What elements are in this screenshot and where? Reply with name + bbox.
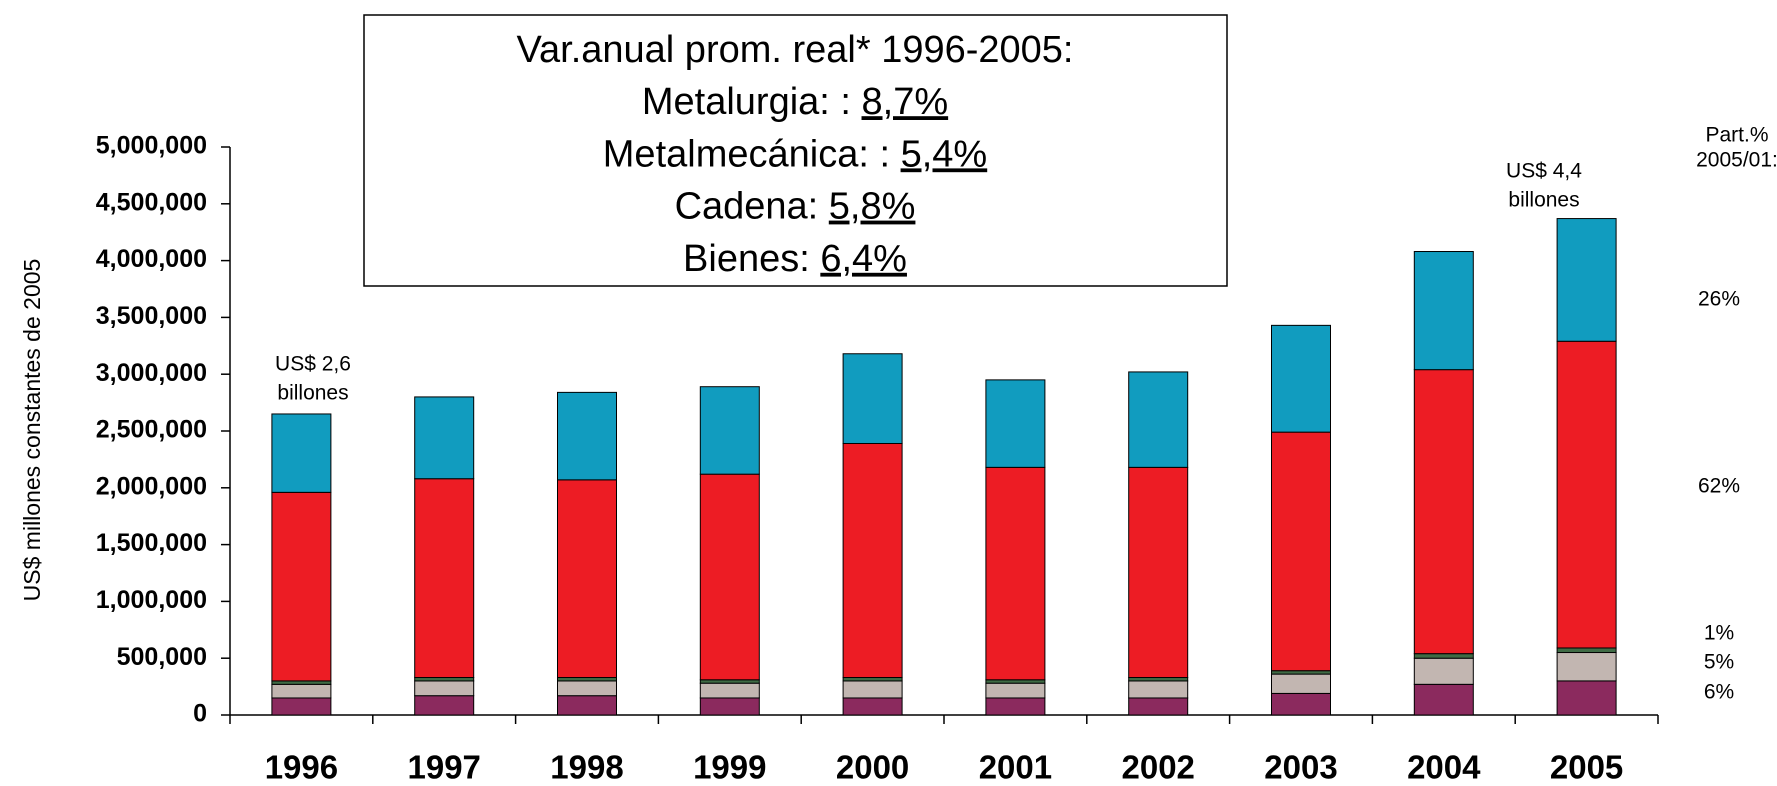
bar-segment [271, 683, 332, 699]
bar-segment [699, 473, 760, 681]
bar-segment [985, 466, 1046, 681]
y-tick-label: 2,500,000 [96, 416, 207, 444]
share-label: 62% [1698, 475, 1740, 498]
bar-segment [1128, 680, 1189, 699]
box-line: Cadena: 5,8% [675, 186, 916, 228]
bar-segment [271, 697, 332, 716]
x-tick-label: 1996 [265, 749, 338, 786]
share-label: 26% [1698, 288, 1740, 311]
bar-segment [557, 391, 617, 481]
bar-segment [1413, 657, 1474, 685]
box-line: Metalurgia: : 8,7% [642, 81, 948, 123]
bar-segment [414, 680, 475, 697]
bar-segment [842, 353, 903, 444]
y-tick-label: 3,000,000 [96, 359, 207, 387]
y-tick-label: 3,500,000 [96, 302, 207, 330]
share-label: 1% [1704, 622, 1734, 645]
bar-annotation: billones [1508, 189, 1579, 212]
bar-segment [1556, 680, 1617, 716]
bar-segment [985, 682, 1046, 699]
bar-segment [842, 442, 903, 679]
bar-annotation: US$ 2,6 [275, 353, 351, 376]
x-tick-label: 1998 [550, 749, 623, 786]
y-tick-label: 5,000,000 [96, 132, 207, 160]
bar-segment [1128, 697, 1189, 716]
box-value: 6,4% [820, 238, 907, 280]
share-label: 5% [1704, 651, 1734, 674]
bar-segment [1128, 677, 1189, 682]
bar-segment [985, 697, 1046, 716]
bar-segment [1128, 371, 1189, 468]
box-text: Var.anual prom. real* 1996-2005: [517, 29, 1074, 71]
bar-segment [1413, 683, 1474, 716]
box-text: Metalurgia: : [642, 81, 862, 123]
bar-segment [1413, 251, 1474, 371]
y-tick-label: 4,000,000 [96, 245, 207, 273]
box-line: Metalmecánica: : 5,4% [603, 133, 987, 175]
box-text: Cadena: [675, 186, 829, 228]
share-label: 6% [1704, 681, 1734, 704]
bar-annotation: US$ 4,4 [1506, 160, 1582, 183]
x-tick-label: 2003 [1264, 749, 1337, 786]
bar-segment [1271, 431, 1331, 672]
bar-segment [985, 679, 1046, 684]
bar-segment [1413, 653, 1474, 659]
bar-segment [842, 680, 903, 699]
y-tick-label: 2,000,000 [96, 472, 207, 500]
y-tick-label: 0 [193, 700, 207, 728]
box-line: Bienes: 6,4% [683, 238, 907, 280]
x-tick-label: 2004 [1407, 749, 1481, 786]
bar-segment [699, 386, 760, 475]
share-header: 2005/01: [1696, 149, 1777, 172]
bar-segment [1556, 647, 1617, 654]
x-tick-label: 2005 [1550, 749, 1623, 786]
box-value: 5,4% [901, 133, 988, 175]
bar-segment [1271, 324, 1331, 433]
bar-segment [557, 479, 617, 679]
bar-segment [1271, 670, 1331, 675]
bar-segment [1556, 218, 1617, 342]
bar-segment [1271, 692, 1331, 716]
bar-segment [985, 379, 1046, 468]
bar-segment [1556, 652, 1617, 682]
share-header: Part.% [1705, 124, 1768, 147]
bar-annotation: billones [277, 382, 348, 405]
bar-segment [414, 396, 475, 480]
bar-segment [557, 680, 617, 697]
box-text: Bienes: [683, 238, 820, 280]
box-value: 8,7% [862, 81, 949, 123]
box-line: Var.anual prom. real* 1996-2005: [517, 29, 1074, 71]
y-tick-label: 1,500,000 [96, 529, 207, 557]
bar-segment [842, 697, 903, 716]
x-tick-label: 1999 [693, 749, 766, 786]
bar-segment [1556, 340, 1617, 649]
bar-segment [414, 677, 475, 682]
info-box [363, 14, 1228, 287]
bar-segment [699, 697, 760, 716]
bar-segment [557, 677, 617, 682]
y-tick-label: 500,000 [117, 643, 207, 671]
bar-segment [414, 478, 475, 679]
y-tick-label: 1,000,000 [96, 586, 207, 614]
bar-segment [271, 413, 332, 493]
bar-segment [699, 679, 760, 684]
bar-segment [1413, 369, 1474, 655]
bar-segment [271, 491, 332, 682]
box-value: 5,8% [829, 186, 916, 228]
x-tick-label: 2000 [836, 749, 909, 786]
bar-segment [414, 695, 475, 716]
bar-segment [842, 677, 903, 682]
bar-segment [699, 682, 760, 699]
box-text: Metalmecánica: : [603, 133, 901, 175]
bar-segment [271, 680, 332, 685]
bar-segment [1271, 673, 1331, 694]
y-axis-label: US$ millones constantes de 2005 [19, 259, 45, 602]
bar-segment [557, 695, 617, 716]
x-tick-label: 2002 [1121, 749, 1194, 786]
x-tick-label: 1997 [407, 749, 480, 786]
bar-segment [1128, 466, 1189, 679]
y-tick-label: 4,500,000 [96, 188, 207, 216]
x-tick-label: 2001 [979, 749, 1052, 786]
